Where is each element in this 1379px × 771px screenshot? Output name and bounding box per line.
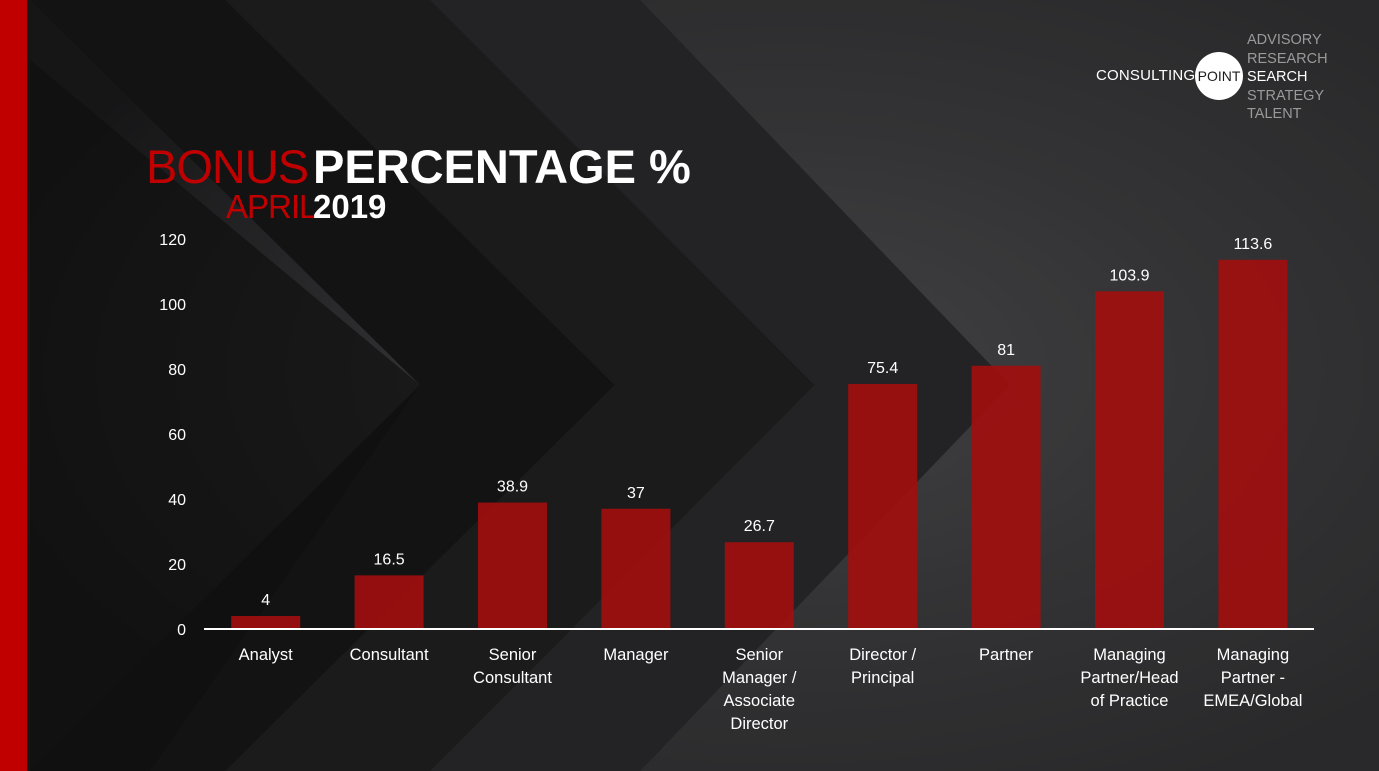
x-tick-label: of Practice <box>1091 692 1169 710</box>
x-tick-label: Consultant <box>350 646 429 664</box>
x-tick-label: Director / <box>849 646 916 664</box>
y-tick-label: 40 <box>168 492 186 509</box>
bar-value-label: 26.7 <box>744 518 775 535</box>
bar-value-label: 75.4 <box>867 360 898 377</box>
bar-value-label: 4 <box>261 592 270 609</box>
x-tick-label: Partner - <box>1221 669 1285 687</box>
brand-service-advisory: ADVISORY <box>1247 32 1322 48</box>
bar-value-label: 37 <box>627 485 645 502</box>
x-tick-label: Senior <box>735 646 783 664</box>
bar-value-label: 81 <box>997 342 1015 359</box>
bar-value-label: 38.9 <box>497 479 528 496</box>
x-tick-label: Senior <box>489 646 537 664</box>
bar <box>478 502 547 629</box>
brand-service-search: SEARCH <box>1247 69 1308 85</box>
bar-value-label: 103.9 <box>1109 267 1149 284</box>
bar-value-label: 16.5 <box>374 551 405 568</box>
brand-circle-text: POINT <box>1197 68 1241 84</box>
x-tick-label: Principal <box>851 669 914 687</box>
brand-name: CONSULTING <box>1096 67 1196 84</box>
accent-strip <box>0 0 27 771</box>
y-tick-label: 20 <box>168 557 186 574</box>
brand-service-talent: TALENT <box>1247 106 1302 122</box>
brand-logo: CONSULTING POINT ADVISORY RESEARCH SEARCH S… <box>1096 30 1366 130</box>
title-word-april: APRIL <box>226 188 317 225</box>
y-tick-label: 0 <box>177 622 186 639</box>
bar <box>601 508 671 629</box>
x-tick-label: Partner <box>979 646 1034 664</box>
y-tick-label: 80 <box>168 362 186 379</box>
bar <box>231 616 301 629</box>
brand-circle <box>1195 52 1243 100</box>
x-tick-label: Director <box>730 715 788 733</box>
y-tick-label: 100 <box>159 297 186 314</box>
bar <box>848 383 918 629</box>
bar-value-label: 113.6 <box>1233 236 1272 253</box>
x-tick-label: Managing <box>1217 646 1289 664</box>
y-tick-label: 60 <box>168 427 186 444</box>
x-tick-label: Consultant <box>473 669 552 687</box>
x-tick-label: Analyst <box>239 646 294 664</box>
x-tick-label: Manager / <box>722 669 797 687</box>
x-tick-label: Manager <box>603 646 669 664</box>
bar <box>971 365 1041 629</box>
title-word-year: 2019 <box>313 188 387 225</box>
x-tick-label: Associate <box>724 692 796 710</box>
bar <box>1095 291 1164 629</box>
x-tick-label: Partner/Head <box>1080 669 1178 687</box>
bar <box>724 542 794 629</box>
bar <box>354 575 424 629</box>
title-word-bonus: BONUS <box>146 140 309 193</box>
x-tick-label: EMEA/Global <box>1203 692 1302 710</box>
title-word-percentage: PERCENTAGE % <box>313 140 691 193</box>
x-tick-label: Managing <box>1093 646 1165 664</box>
bar <box>1218 259 1288 629</box>
brand-services: ADVISORY RESEARCH SEARCH STRATEGY TALENT <box>1247 31 1328 124</box>
y-tick-label: 120 <box>159 232 186 249</box>
brand-service-research: RESEARCH <box>1247 50 1328 67</box>
brand-service-strategy: STRATEGY <box>1247 87 1325 104</box>
